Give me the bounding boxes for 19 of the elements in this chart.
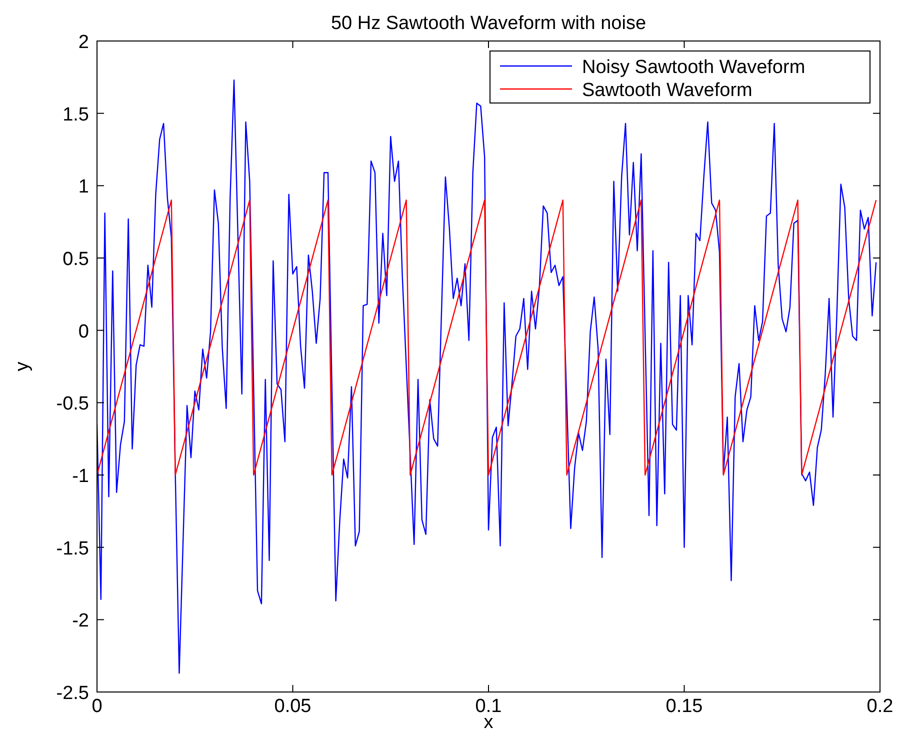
legend-label: Noisy Sawtooth Waveform	[582, 57, 806, 78]
x-tick-label: 0	[92, 696, 102, 717]
y-tick-label: 1.5	[62, 104, 89, 126]
y-tick-label: 0.5	[62, 249, 89, 270]
x-tick-label: 0.05	[274, 696, 312, 717]
legend-label: Sawtooth Waveform	[582, 80, 752, 101]
y-tick-label: 2	[78, 32, 89, 53]
y-tick-label: 1	[78, 176, 89, 198]
y-axis-title: y	[12, 361, 33, 372]
line-series	[97, 79, 877, 674]
x-tick-label: 0.2	[866, 696, 894, 717]
chart-title: 50 Hz Sawtooth Waveform with noise	[330, 13, 646, 34]
y-tick-label: -0.5	[56, 394, 89, 415]
y-tick-label: -2.5	[56, 683, 89, 704]
x-tick-label: 0.15	[666, 696, 703, 717]
y-tick-label: -1	[72, 466, 89, 487]
y-tick-label: -2	[72, 610, 89, 632]
y-tick-label: -1.5	[56, 538, 89, 560]
y-tick-label: 0	[78, 321, 89, 342]
